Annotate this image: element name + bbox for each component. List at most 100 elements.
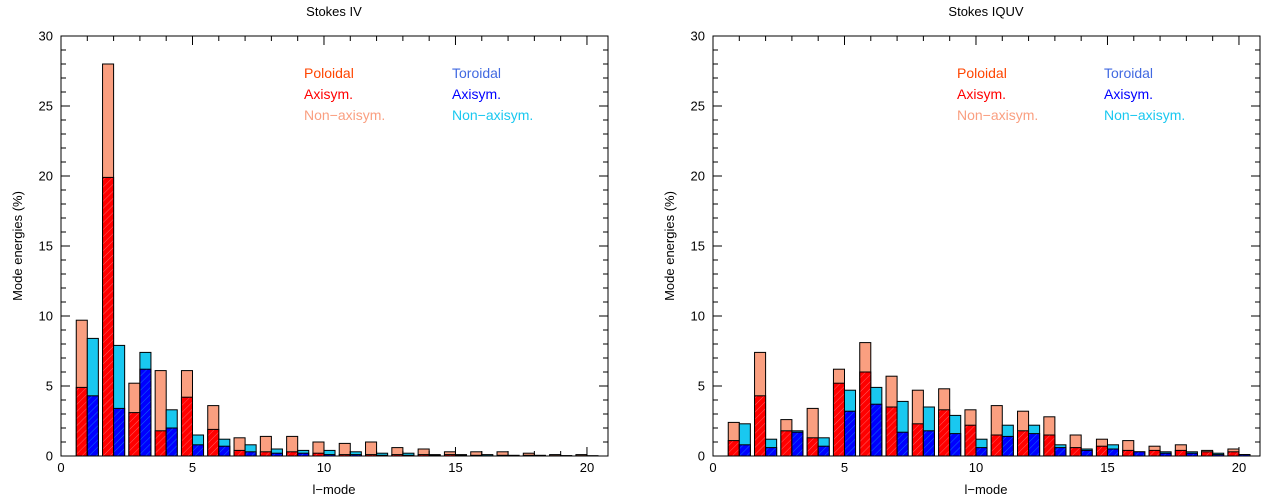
bar-poloidal-axisym-1 [727,440,740,457]
x-tick-label-10: 10 [969,460,983,475]
tick-group: 0 5 10 15 20 0 5 10 15 20 25 30 [691,29,1260,475]
y-axis-title: Mode energies (%) [10,191,25,301]
bar-poloidal-axisym-5 [832,382,846,457]
y-tick-label-15: 15 [39,239,53,254]
bar-group [75,63,599,457]
bar-poloidal-axisym-20 [1227,451,1240,457]
legend-toroidal-nonaxisym: Non−axisym. [1104,107,1185,123]
bar-toroidal-axisym-7 [244,451,257,457]
bar-poloidal-axisym-8 [911,423,924,457]
y-tick-label-0: 0 [46,449,53,464]
y-axis-title: Mode energies (%) [662,191,677,301]
legend-poloidal-nonaxisym: Non−axisym. [957,107,1038,123]
plot-frame [60,35,609,457]
bar-poloidal-axisym-5 [180,396,193,457]
bar-group [727,342,1251,457]
tick-group: 0 5 10 15 20 0 5 10 15 20 25 30 [39,29,608,475]
bar-toroidal-axisym-2 [113,407,126,457]
legend-poloidal-axisym: Axisym. [304,86,353,102]
chart-title: Stokes IV [306,4,362,19]
bar-poloidal-axisym-4 [154,430,167,457]
y-tick-label-5: 5 [698,379,705,394]
legend-poloidal: Poloidal [957,65,1007,81]
bar-toroidal-axisym-3 [791,431,804,457]
legend-toroidal: Toroidal [1104,65,1153,81]
bar-poloidal-total-12 [365,441,378,457]
bar-poloidal-axisym-14 [1069,447,1082,457]
bar-poloidal-axisym-4 [806,437,819,457]
bar-toroidal-axisym-1 [738,444,751,457]
x-tick-label-5: 5 [189,460,196,475]
y-tick-label-30: 30 [691,29,705,44]
bar-poloidal-axisym-18 [1174,449,1187,457]
bar-poloidal-axisym-6 [207,428,220,457]
bar-toroidal-axisym-12 [1028,433,1041,457]
y-tick-label-25: 25 [39,99,53,114]
bar-toroidal-axisym-4 [165,427,178,457]
bar-poloidal-axisym-15 [1095,445,1108,457]
bar-poloidal-axisym-17 [1148,449,1161,457]
bar-toroidal-axisym-10 [975,447,988,457]
bar-poloidal-axisym-7 [885,406,898,457]
chart-stokes-iv: Stokes IV l−mode Mode energies (%) 0 5 10 1… [10,4,609,497]
bar-toroidal-axisym-15 [1106,448,1120,457]
x-tick-label-0: 0 [57,460,64,475]
plot-frame [712,35,1261,457]
bar-poloidal-axisym-3 [128,412,141,457]
y-tick-label-25: 25 [691,99,705,114]
legend-toroidal-axisym: Axisym. [452,86,501,102]
x-tick-label-15: 15 [448,460,462,475]
chart-title: Stokes IQUV [948,4,1023,19]
y-tick-label-10: 10 [691,309,705,324]
x-axis-title: l−mode [965,482,1008,497]
bar-toroidal-axisym-1 [86,395,99,457]
y-tick-label-0: 0 [698,449,705,464]
x-tick-label-0: 0 [709,460,716,475]
bar-poloidal-axisym-6 [859,371,872,457]
bar-toroidal-axisym-5 [191,444,205,457]
bar-poloidal-axisym-11 [990,434,1003,457]
bar-toroidal-axisym-4 [817,445,830,457]
x-tick-label-20: 20 [1232,460,1246,475]
bar-toroidal-axisym-11 [1001,435,1014,457]
legend-poloidal: Poloidal [304,65,354,81]
y-tick-label-30: 30 [39,29,53,44]
bar-poloidal-axisym-9 [938,409,951,457]
legend-poloidal-axisym: Axisym. [957,86,1006,102]
bar-poloidal-axisym-10 [964,424,977,457]
bar-poloidal-axisym-8 [259,451,272,457]
y-tick-label-20: 20 [691,169,705,184]
bar-toroidal-axisym-16 [1133,451,1146,457]
y-tick-label-5: 5 [46,379,53,394]
bar-poloidal-axisym-2 [754,395,767,457]
legend-poloidal-nonaxisym: Non−axisym. [304,107,385,123]
legend-toroidal-nonaxisym: Non−axisym. [452,107,533,123]
x-axis-title: l−mode [313,482,356,497]
bar-toroidal-axisym-3 [139,368,152,457]
bar-poloidal-axisym-9 [286,451,299,457]
legend: Poloidal Axisym. Non−axisym. Toroidal Ax… [304,65,533,123]
chart-stokes-iquv: Stokes IQUV l−mode Mode energies (%) 0 5 1… [662,4,1261,497]
y-tick-label-15: 15 [691,239,705,254]
bar-poloidal-axisym-12 [1017,430,1030,457]
y-tick-label-20: 20 [39,169,53,184]
bar-toroidal-axisym-7 [896,431,909,457]
bar-toroidal-axisym-6 [218,445,231,457]
bar-poloidal-axisym-3 [780,430,793,457]
bar-poloidal-axisym-1 [75,386,88,457]
bar-poloidal-axisym-13 [1043,434,1056,457]
x-tick-label-15: 15 [1100,460,1114,475]
bar-poloidal-axisym-19 [1201,451,1214,457]
legend-toroidal: Toroidal [452,65,501,81]
bar-poloidal-axisym-7 [233,449,246,457]
bar-toroidal-axisym-2 [765,447,778,457]
bar-toroidal-axisym-13 [1054,447,1067,457]
x-tick-label-20: 20 [580,460,594,475]
bar-toroidal-axisym-9 [949,433,962,457]
y-tick-label-10: 10 [39,309,53,324]
bar-toroidal-axisym-8 [922,430,935,457]
bar-toroidal-axisym-5 [843,410,857,457]
bar-poloidal-axisym-2 [102,176,115,457]
bar-poloidal-axisym-16 [1122,449,1135,457]
